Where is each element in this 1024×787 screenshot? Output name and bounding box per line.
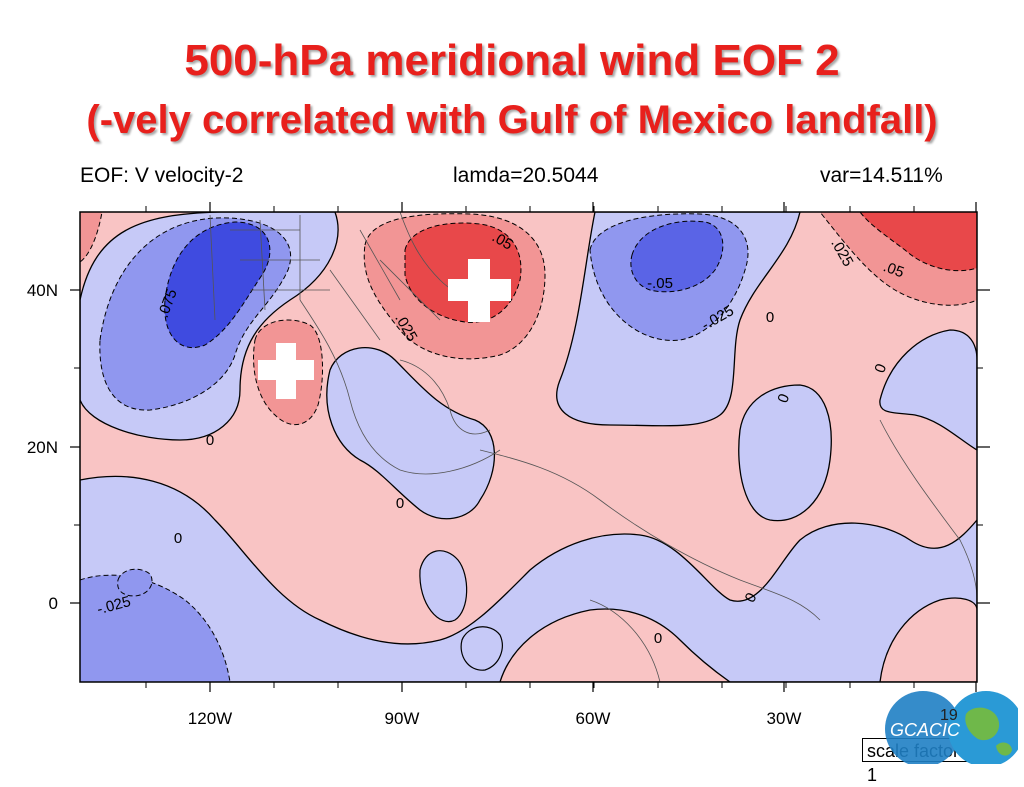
negative-gulf [326, 347, 496, 520]
gcacic-logo: GCACIC [885, 691, 1018, 764]
page-number: 19 [940, 707, 958, 724]
slide-subtitle: (-vely correlated with Gulf of Mexico la… [86, 98, 938, 142]
lon-tick-label: 30W [767, 709, 802, 728]
negative-atlantic-strong [630, 220, 724, 293]
negative-small-b [460, 626, 503, 671]
negative-sw-mid [80, 574, 231, 682]
lon-tick-label: 120W [188, 709, 232, 728]
coastlines [209, 212, 977, 682]
eof-label: EOF: V velocity-2 [80, 164, 244, 187]
plus-marker-texas [258, 343, 314, 399]
lat-tick-label: 20N [27, 438, 58, 457]
minor-ticks [74, 206, 983, 688]
negative-small-a [419, 550, 468, 623]
contour-label: .05 [881, 258, 906, 281]
negative-midatlantic [738, 384, 832, 522]
positive-west-edge [80, 212, 103, 263]
lon-tick-label: 60W [576, 709, 611, 728]
negative-west-strong [164, 221, 271, 349]
positive-south-blob [499, 608, 732, 682]
contour-label: 0 [654, 630, 662, 647]
positive-northeast-strong [859, 212, 977, 272]
slide-title: 500-hPa meridional wind EOF 2 [184, 36, 840, 85]
plus-marker-northeast [448, 259, 511, 322]
negative-south [80, 475, 977, 682]
contour-label: 0 [174, 530, 182, 547]
contour-label: 0 [206, 432, 214, 449]
lambda-label: lamda=20.5044 [453, 164, 599, 187]
lon-tick-label: 90W [385, 709, 420, 728]
contour-label: 0 [396, 495, 404, 512]
lat-tick-label: 0 [49, 594, 58, 613]
lat-tick-label: 40N [27, 281, 58, 300]
positive-east-blob [879, 597, 977, 682]
negative-small-c [117, 568, 153, 597]
contour-label: -.05 [647, 275, 673, 292]
contour-label: 0 [766, 309, 774, 326]
lat-ticks: 40N 20N 0 [27, 281, 990, 613]
variance-label: var=14.511% [820, 164, 943, 187]
logo-text: GCACIC [890, 720, 961, 740]
